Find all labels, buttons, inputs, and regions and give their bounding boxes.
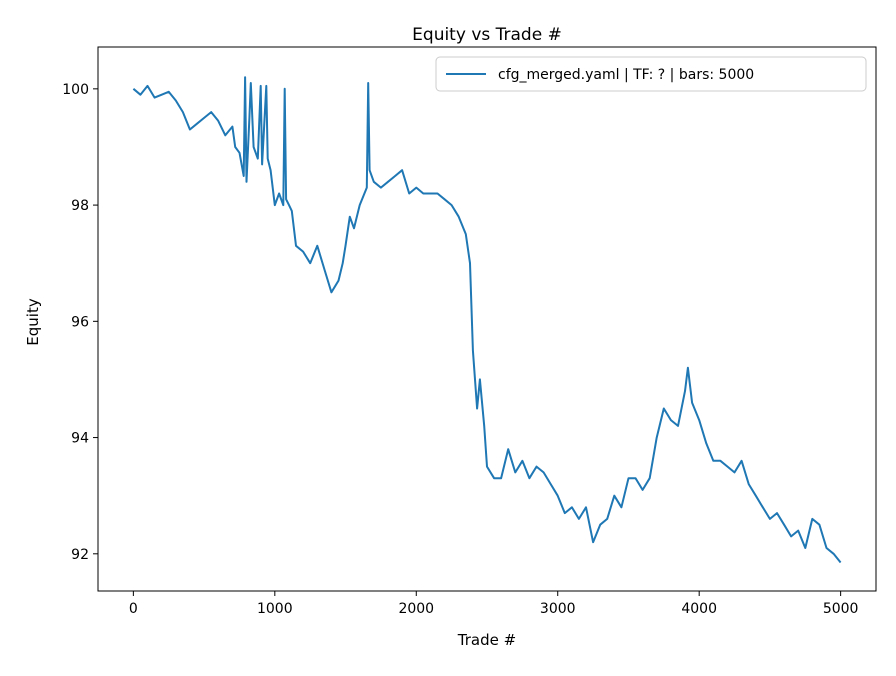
y-tick-label: 100 [62,82,89,98]
y-axis-label: Equity [24,298,42,346]
x-axis-label: Trade # [457,631,516,649]
y-tick-label: 94 [71,431,89,447]
legend-box [435,56,867,92]
y-tick-label: 96 [71,314,89,330]
x-tick-label: 3000 [540,601,576,617]
y-tick-label: 98 [71,198,89,214]
x-tick-label: 0 [129,601,138,617]
x-tick-label: 2000 [398,601,434,617]
x-tick-label: 4000 [681,601,717,617]
chart-title: Equity vs Trade # [412,25,562,45]
legend-label: cfg_merged.yaml | TF: ? | bars: 5000 [498,67,754,83]
x-tick-label: 1000 [257,601,293,617]
y-tick-label: 92 [71,547,89,563]
line-series [132,76,842,564]
x-tick-label: 5000 [823,601,859,617]
axes-frame [97,46,877,592]
